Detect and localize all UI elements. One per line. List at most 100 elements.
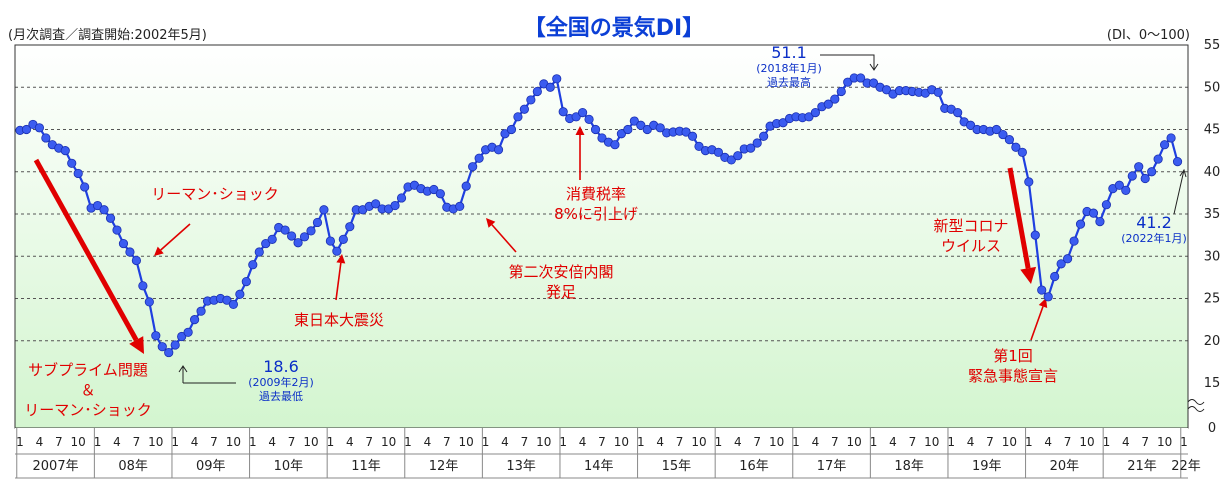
y-tick-label: 20: [1204, 334, 1221, 349]
month-tick-label: 4: [268, 435, 276, 449]
arrow-subprime-head: [129, 336, 144, 354]
data-point: [519, 104, 530, 114]
data-point: [293, 238, 303, 248]
data-point: [752, 138, 762, 148]
year-label: 14年: [584, 459, 614, 474]
month-tick-label: 7: [288, 435, 296, 449]
month-tick-label: 4: [346, 435, 354, 449]
month-tick-label: 4: [1044, 435, 1052, 449]
data-point: [170, 340, 180, 350]
data-point: [881, 85, 892, 95]
year-label: 20年: [1050, 459, 1080, 474]
data-point: [396, 193, 407, 203]
arrow-subprime: [33, 158, 139, 342]
month-tick-label: 1: [715, 435, 723, 449]
pointer-record-low: [178, 365, 236, 384]
data-point: [759, 131, 769, 141]
y-tick-label: 30: [1204, 249, 1221, 264]
annotation-line: リーマン･ショック: [151, 185, 279, 203]
month-tick-label: 10: [459, 435, 474, 449]
annotation-line: サブプライム問題: [28, 361, 148, 379]
annotation-abe-cabinet: 第二次安倍内閣 発足: [496, 262, 626, 302]
data-point: [138, 281, 148, 291]
data-point: [306, 226, 316, 236]
data-point: [1043, 292, 1053, 302]
month-tick-label: 10: [924, 435, 939, 449]
month-tick-label: 4: [191, 435, 199, 449]
data-point: [1153, 154, 1163, 164]
data-point: [1037, 285, 1047, 295]
data-point: [1030, 230, 1040, 240]
data-point: [60, 146, 70, 156]
data-point: [843, 77, 853, 87]
month-tick-label: 10: [226, 435, 241, 449]
data-point: [1114, 180, 1124, 190]
data-point: [998, 129, 1008, 140]
data-point: [726, 155, 736, 165]
data-point: [183, 327, 193, 337]
data-point: [1127, 171, 1137, 181]
latest-date: (2022年1月): [1121, 232, 1187, 245]
annotation-line: 第1回: [993, 347, 1033, 365]
data-point: [131, 255, 141, 266]
month-tick-label: 4: [1122, 435, 1130, 449]
pointer-latest: [1173, 168, 1187, 215]
month-tick-label: 7: [1141, 435, 1149, 449]
month-tick-label: 4: [424, 435, 432, 449]
data-point: [584, 114, 594, 124]
annotation-line: 新型コロナ: [933, 217, 1009, 235]
month-tick-label: 1: [870, 435, 878, 449]
arrow-emergency: [1030, 306, 1044, 341]
data-point: [953, 108, 963, 118]
month-tick-label: 1: [249, 435, 257, 449]
year-label: 11年: [351, 459, 381, 474]
data-point: [965, 120, 976, 130]
month-tick-label: 7: [133, 435, 141, 449]
annotation-earthquake: 東日本大震災: [284, 310, 394, 330]
data-point: [1160, 140, 1170, 150]
data-point: [590, 124, 601, 135]
annotation-line: 発足: [545, 283, 576, 301]
record-high-date: (2018年1月): [756, 62, 822, 75]
plot-area: [15, 45, 1188, 428]
data-point: [299, 232, 310, 242]
data-point: [532, 86, 542, 97]
year-label: 10年: [274, 459, 304, 474]
record-low-date: (2009年2月): [248, 376, 314, 389]
annotation-line: ウイルス: [940, 237, 1001, 255]
data-point: [34, 123, 45, 133]
annotation-line: 緊急事態宣言: [967, 367, 1058, 385]
data-point: [552, 74, 562, 84]
year-label: 16年: [739, 459, 769, 474]
data-point: [1056, 259, 1066, 269]
data-point: [1147, 167, 1157, 177]
arrow-covid: [1007, 167, 1031, 269]
month-tick-label: 1: [482, 435, 490, 449]
arrow-emergency-head: [1038, 298, 1048, 308]
annotation-record-high: 51.1 (2018年1月) 過去最高: [734, 44, 844, 90]
data-point: [435, 189, 445, 199]
month-tick-label: 1: [171, 435, 179, 449]
data-point: [746, 143, 756, 153]
data-point: [125, 247, 135, 257]
data-point: [571, 112, 581, 122]
data-point: [623, 124, 633, 135]
unit-note: (DI、0～100): [1106, 28, 1190, 43]
pointer-record-high: [820, 54, 879, 71]
month-tick-label: 10: [1157, 435, 1172, 449]
month-tick-label: 1: [94, 435, 102, 449]
y-axis: 0 15 20 25 30 35 40 45 50 55: [1187, 38, 1221, 436]
data-point: [222, 295, 232, 305]
month-tick-label: 7: [210, 435, 218, 449]
data-point: [1011, 142, 1021, 152]
month-tick-label: 7: [598, 435, 606, 449]
data-point: [228, 299, 238, 310]
data-point: [545, 82, 555, 92]
data-point: [933, 87, 943, 97]
data-point: [830, 94, 840, 104]
month-tick-label: 10: [303, 435, 318, 449]
data-point: [991, 124, 1002, 135]
data-point: [345, 222, 355, 232]
data-point: [312, 217, 323, 228]
data-point: [21, 124, 32, 135]
